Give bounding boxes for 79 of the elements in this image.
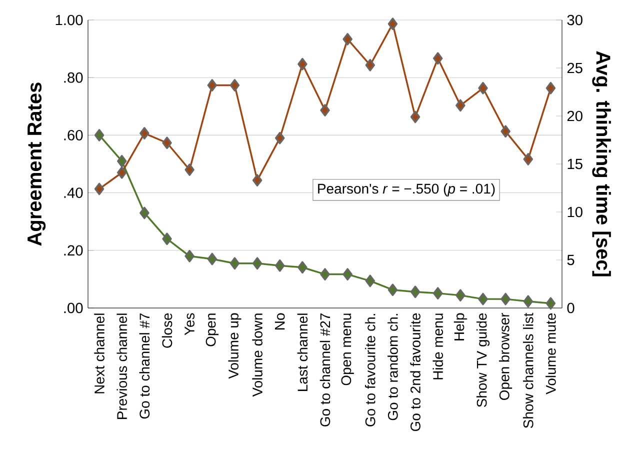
point [365,274,376,288]
point [320,268,330,280]
x-tick-label: Go to 2nd favourite [410,313,420,432]
x-tick-label: Open browser [499,312,512,400]
x-tick-label: Help [454,313,467,340]
y2-axis-title: Avg. thinking time [sec] [592,51,611,276]
y-tick-label: .20 [64,245,83,256]
point [94,128,104,142]
y2-tick-label: 15 [568,158,582,170]
y2-tick-label: 25 [567,62,582,74]
point [140,206,150,220]
x-tick-label: Go to channel #7 [139,313,150,419]
point [320,104,330,116]
point [342,32,352,46]
point [230,79,240,92]
y-tick-label: .60 [64,130,83,140]
x-tick-label: Show TV guide [476,313,490,408]
x-tick-label: Close [162,313,172,348]
point [252,257,262,270]
point [432,52,443,65]
annotation: Pearson's r = −.550 (p = .01) [318,183,495,196]
x-tick-label: Hide menu [432,314,444,380]
x-tick-label: Open [206,314,218,346]
point [94,182,104,196]
x-tick-label: Yes [184,313,194,336]
point [184,164,194,176]
point [230,257,240,270]
y2-tick-label: 0 [567,302,574,314]
y-axis-title: Agreement Rates [28,82,46,246]
x-tick-label: No [274,313,285,330]
y2-tick-label: 20 [567,110,582,122]
point [342,268,352,280]
point [116,154,127,168]
point [298,58,308,70]
point [456,289,466,302]
point [365,58,376,72]
y-tick-label: .40 [64,188,83,198]
point [410,110,420,124]
point [388,18,398,30]
point [116,166,127,179]
x-tick-label: Open menu [341,314,354,386]
y2-tick-label: 5 [567,254,574,266]
x-tick-label: Go to favourite ch. [365,314,376,426]
point [252,174,262,187]
point [500,292,510,306]
point [274,132,285,144]
y-tick-label: 1.00 [56,14,83,26]
x-tick-label: Go to random ch. [388,314,398,420]
point [523,152,534,166]
y2-tick-label: 10 [568,206,582,218]
x-tick-label: Previous channel [116,314,128,419]
point [184,250,194,262]
point [478,82,488,94]
point [162,136,172,150]
point [456,99,466,112]
x-tick-label: Volume down [252,314,262,397]
x-tick-label: Volume mute [546,313,556,394]
point [546,82,556,94]
point [523,295,534,308]
point [478,292,488,306]
point [546,297,556,310]
point [500,125,510,138]
point [388,284,398,296]
point [298,261,308,274]
point [432,287,443,300]
point [274,259,285,272]
x-tick-label: Show channels list [523,312,534,428]
point [140,127,150,140]
y2-tick-label: 30 [567,14,582,26]
point [410,286,420,298]
x-tick-label: Volume up [228,313,242,379]
point [162,232,172,246]
point [207,252,218,266]
x-tick-label: Go to channel #27 [320,313,330,426]
x-tick-label: Next channel [94,314,104,394]
y-tick-label: .80 [64,72,83,83]
point [207,79,218,92]
x-tick-label: Last channel [297,314,308,391]
y-tick-label: .00 [64,302,83,314]
